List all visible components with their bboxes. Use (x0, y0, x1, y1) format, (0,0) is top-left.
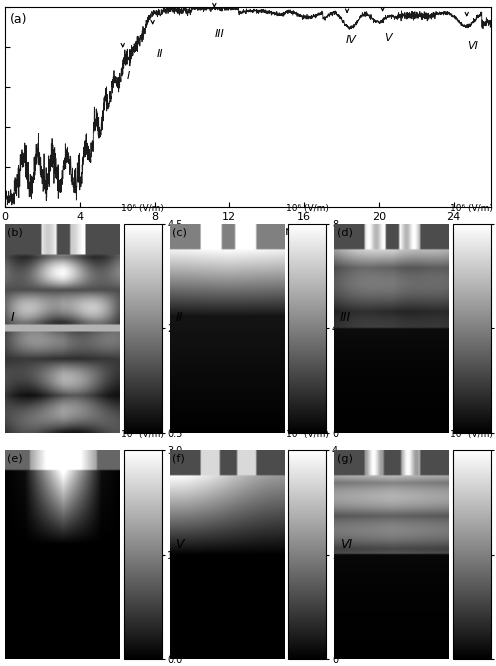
Text: I: I (126, 71, 130, 81)
Text: 10⁶ (V/m): 10⁶ (V/m) (450, 204, 494, 213)
Text: 10⁶ (V/m): 10⁶ (V/m) (286, 204, 329, 213)
Text: 10⁶ (V/m): 10⁶ (V/m) (121, 430, 164, 440)
Text: (d): (d) (336, 228, 353, 238)
Text: 10⁶ (V/m): 10⁶ (V/m) (286, 430, 329, 440)
Text: IV: IV (345, 35, 356, 45)
Text: III: III (340, 312, 351, 324)
Text: (f): (f) (172, 454, 185, 464)
Text: 10⁶ (V/m): 10⁶ (V/m) (450, 430, 494, 440)
Text: I: I (11, 312, 14, 324)
Text: II: II (176, 312, 183, 324)
Text: (g): (g) (336, 454, 353, 464)
Text: (c): (c) (172, 228, 187, 238)
Text: 10⁶ (V/m): 10⁶ (V/m) (121, 204, 164, 213)
Text: VI: VI (467, 41, 478, 51)
Text: IV: IV (11, 537, 23, 551)
Text: V: V (384, 33, 392, 43)
X-axis label: Wavelength (μm): Wavelength (μm) (194, 224, 302, 238)
Text: (a): (a) (10, 13, 27, 26)
Text: II: II (157, 49, 163, 59)
Text: (e): (e) (7, 454, 23, 464)
Text: (b): (b) (7, 228, 23, 238)
Text: VI: VI (340, 537, 352, 551)
Text: III: III (215, 29, 225, 39)
Text: V: V (176, 537, 184, 551)
